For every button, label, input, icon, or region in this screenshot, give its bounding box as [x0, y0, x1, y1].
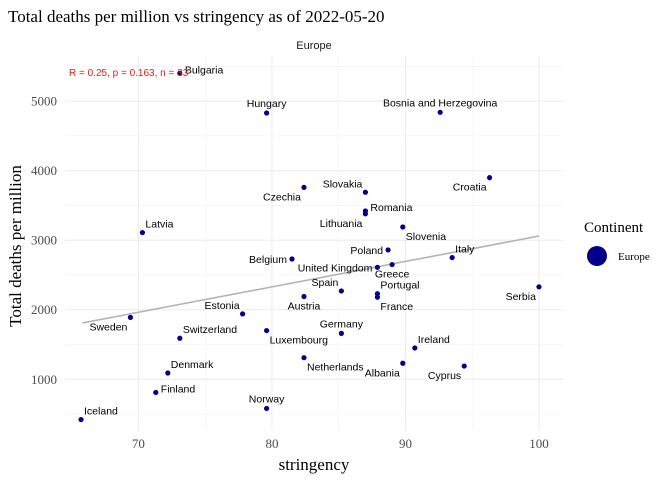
y-tick-label: 3000 — [31, 233, 57, 248]
point-slovenia — [400, 224, 406, 230]
point-label-ireland: Ireland — [418, 334, 450, 346]
point-bosnia-and-herzegovina — [437, 109, 443, 115]
point-sweden — [127, 314, 134, 320]
point-germany — [338, 330, 344, 336]
point-label-sweden: Sweden — [89, 321, 127, 333]
trend-line — [82, 235, 540, 324]
point-albania — [400, 360, 406, 366]
point-label-spain: Spain — [312, 277, 339, 289]
point-label-estonia: Estonia — [205, 300, 240, 312]
point-serbia — [536, 284, 542, 290]
point-norway — [264, 405, 270, 412]
point-bulgaria — [177, 70, 183, 76]
y-tick-label: 1000 — [31, 372, 57, 387]
point-label-luxembourg: Luxembourg — [270, 335, 329, 347]
point-cyprus — [461, 363, 467, 369]
point-austria — [301, 293, 307, 300]
legend-label-europe: Europe — [618, 251, 650, 263]
point-label-albania: Albania — [365, 367, 400, 379]
x-tick-label: 80 — [265, 436, 278, 451]
point-label-croatia: Croatia — [453, 182, 487, 194]
point-label-finland: Finland — [161, 383, 196, 395]
point-denmark — [165, 370, 171, 376]
point-switzerland — [177, 335, 183, 341]
point-hungary — [264, 110, 270, 116]
x-axis-label: stringency — [279, 455, 350, 474]
point-ireland — [412, 345, 418, 351]
legend: Continent Europe — [584, 220, 650, 266]
point-slovakia — [362, 189, 369, 195]
point-label-italy: Italy — [455, 244, 475, 256]
point-estonia — [239, 311, 246, 317]
plot-panel: 70 80 90 100 1000 2000 3000 4000 5000 Bulgaria Hun… — [31, 56, 563, 451]
point-label-lithuania: Lithuania — [320, 218, 363, 230]
point-latvia — [139, 229, 146, 236]
point-label-germany: Germany — [320, 318, 364, 330]
point-label-bulgaria: Bulgaria — [185, 64, 224, 76]
point-label-portugal: Portugal — [380, 280, 419, 292]
point-lithuania — [362, 211, 369, 217]
point-label-poland: Poland — [350, 245, 383, 257]
point-label-netherlands: Netherlands — [307, 362, 364, 374]
point-italy — [449, 254, 455, 261]
y-axis-label: Total deaths per million — [6, 165, 25, 327]
point-label-switzerland: Switzerland — [183, 324, 237, 336]
point-label-romania: Romania — [370, 202, 412, 214]
chart-title: Total deaths per million vs stringency a… — [8, 7, 385, 26]
point-label-czechia: Czechia — [263, 191, 301, 203]
point-belgium — [289, 256, 295, 262]
point-label-bosnia-and-herzegovina: Bosnia and Herzegovina — [383, 97, 498, 109]
point-luxembourg — [264, 327, 270, 334]
x-tick-label: 100 — [529, 436, 549, 451]
y-tick-label: 2000 — [31, 302, 57, 317]
point-label-slovakia: Slovakia — [323, 178, 363, 190]
point-label-cyprus: Cyprus — [428, 370, 461, 382]
point-poland — [385, 247, 391, 253]
point-croatia — [486, 175, 493, 181]
point-label-norway: Norway — [249, 393, 285, 405]
facet-strip-label: Europe — [296, 40, 331, 52]
x-tick-label: 90 — [399, 436, 412, 451]
point-label-france: France — [380, 301, 413, 313]
x-tick-label: 70 — [132, 436, 145, 451]
point-label-latvia: Latvia — [145, 219, 173, 231]
point-label-hungary: Hungary — [247, 98, 287, 110]
y-tick-label: 4000 — [31, 163, 57, 178]
point-label-serbia: Serbia — [506, 291, 537, 303]
point-label-denmark: Denmark — [171, 359, 214, 371]
point-czechia — [301, 184, 307, 190]
point-spain — [338, 288, 344, 294]
point-label-austria: Austria — [288, 301, 321, 313]
point-greece — [389, 261, 395, 268]
legend-title: Continent — [584, 220, 644, 236]
point-label-belgium: Belgium — [249, 254, 287, 266]
point-label-iceland: Iceland — [84, 406, 118, 418]
point-label-slovenia: Slovenia — [406, 231, 446, 243]
point-label-united-kingdom: United Kingdom — [298, 262, 373, 274]
y-tick-label: 5000 — [31, 94, 57, 109]
point-netherlands — [301, 355, 307, 361]
point-france — [374, 294, 381, 300]
point-united-kingdom — [374, 264, 381, 270]
legend-key-europe — [587, 246, 607, 266]
point-label-greece: Greece — [375, 269, 410, 281]
point-iceland — [78, 416, 84, 423]
point-finland — [153, 389, 159, 396]
correlation-annotation: R = 0.25, p = 0.163, n = 33 — [69, 68, 189, 79]
